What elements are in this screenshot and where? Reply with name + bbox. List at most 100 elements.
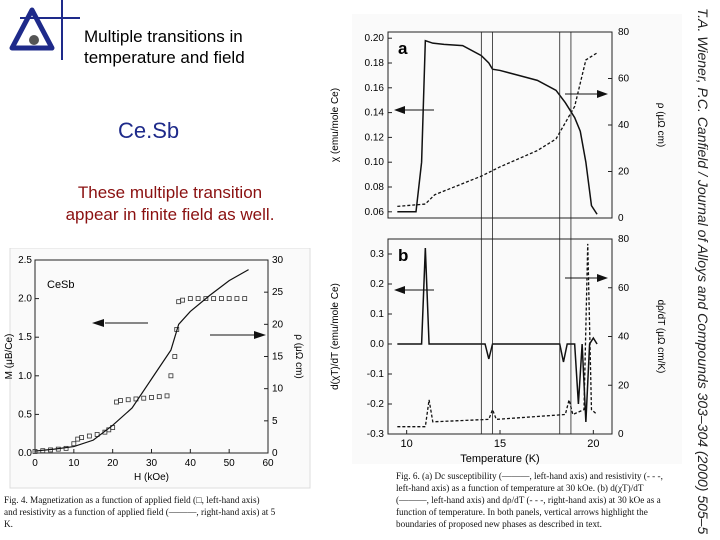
y-tick-label: 0.0	[18, 448, 32, 459]
y-tick-label: 2.5	[18, 255, 32, 266]
x-tick-label: 60	[262, 458, 274, 469]
x-tick-label: 40	[185, 458, 197, 469]
y-right-tick-label: 15	[272, 352, 284, 363]
figure-background	[9, 248, 311, 489]
journal-citation: T.A. Wiener, P.C. Canfield / Journal of …	[695, 8, 711, 534]
y-tick-label: 0.5	[18, 409, 32, 420]
y-tick-label: 1.0	[18, 371, 32, 382]
x-tick-label: 30	[146, 458, 158, 469]
resistivity-line	[34, 269, 249, 452]
magnetization-point	[164, 393, 170, 399]
magnetization-point	[242, 296, 248, 301]
y-tick-label: 0.16	[365, 83, 385, 94]
y-right-axis-label: ρ (μΩ cm)	[655, 103, 666, 147]
y-right-tick-label: 40	[618, 332, 630, 343]
x-tick-label: 20	[587, 438, 599, 450]
magnetization-point	[218, 296, 224, 301]
left-figure-caption: Fig. 4. Magnetization as a function of a…	[4, 495, 276, 529]
y-right-tick-label: 80	[618, 27, 630, 38]
left-arrow-head	[92, 319, 104, 327]
right-arrow-head-a	[597, 90, 608, 98]
y-tick-label: -0.2	[367, 399, 385, 410]
y-axis-label: d(χT)/dT (emu/mole Ce)	[330, 283, 341, 390]
y-tick-label: 0.1	[370, 309, 384, 320]
magnetization-point	[187, 296, 193, 301]
y-right-tick-label: 80	[618, 234, 630, 245]
slide-subtitle: Ce.Sb	[118, 118, 180, 143]
magnetization-point	[156, 394, 162, 400]
y-right-tick-label: 5	[272, 416, 278, 427]
magnetization-point	[180, 297, 185, 303]
magnetization-point	[172, 354, 178, 359]
magnetization-point	[168, 373, 174, 379]
y-tick-label: 2.0	[18, 294, 32, 305]
y-right-tick-label: 60	[618, 283, 630, 294]
y-tick-label: 0.20	[365, 33, 385, 44]
y-axis-label: M (μB/Ce)	[4, 334, 15, 380]
x-tick-label: 50	[224, 458, 236, 469]
magnetization-point	[79, 435, 84, 440]
x-tick-label: 10	[401, 438, 413, 450]
y-right-tick-label: 10	[272, 384, 284, 395]
slide-title: Multiple transitions in temperature and …	[84, 27, 245, 67]
dashed-series-line	[397, 52, 598, 208]
y-tick-label: 0.10	[365, 157, 385, 168]
susceptibility-chart: 0.060.080.100.120.140.160.180.2002040608…	[330, 14, 682, 465]
left-arrow-head-b	[394, 286, 405, 294]
solid-series-line	[397, 39, 598, 215]
solid-series-line	[397, 247, 598, 423]
y-tick-label: 0.06	[365, 207, 385, 218]
panel-label: a	[398, 39, 408, 58]
svg-text:T.A. Wiener, P.C. Canfield / J: T.A. Wiener, P.C. Canfield / Journal of …	[695, 8, 711, 534]
x-axis-label: Temperature (K)	[460, 453, 539, 465]
y-tick-label: 0.12	[365, 132, 385, 143]
magnetization-point	[86, 433, 92, 439]
magnetization-point	[125, 397, 131, 403]
left-arrow-head-a	[394, 106, 405, 114]
right-figure-caption: Fig. 6. (a) Dc susceptibility (———, left…	[396, 471, 663, 529]
magnetization-point	[141, 395, 147, 401]
y-tick-label: 1.5	[18, 332, 32, 343]
y-tick-label: 0.08	[365, 182, 385, 193]
y-tick-label: 0.2	[370, 279, 384, 290]
magnetization-point	[226, 296, 232, 301]
y-right-tick-label: 0	[618, 429, 624, 440]
y-tick-label: 0.3	[370, 249, 384, 260]
y-tick-label: -0.1	[367, 369, 385, 380]
y-right-tick-label: 20	[272, 319, 284, 330]
y-right-axis-label: ρ (μΩ cm)	[293, 334, 304, 378]
y-right-tick-label: 20	[618, 380, 630, 391]
x-tick-label: 10	[68, 458, 80, 469]
y-right-tick-label: 0	[618, 213, 624, 224]
sample-label: CeSb	[47, 279, 75, 291]
x-tick-label: 20	[107, 458, 119, 469]
y-right-tick-label: 20	[618, 167, 630, 178]
y-tick-label: 0.14	[365, 108, 385, 119]
magnetization-point	[71, 441, 77, 447]
y-right-tick-label: 30	[272, 255, 284, 266]
right-arrow-head	[254, 331, 266, 339]
x-tick-label: 0	[32, 458, 38, 469]
y-tick-label: 0.18	[365, 58, 385, 69]
magnetization-chart: 0 10 20 30 40 50 60 0.0 0.5 1.0 1.5 2.0 2.5 0 5 10 15 20 2…	[4, 248, 311, 489]
magnetization-point	[195, 296, 201, 301]
x-axis-label: H (kOe)	[134, 472, 169, 483]
right-arrow-head-b	[597, 274, 608, 282]
magnetization-point	[234, 296, 240, 301]
magnetization-point	[211, 296, 217, 301]
magnetization-point	[203, 296, 209, 301]
y-right-tick-label: 60	[618, 74, 630, 85]
y-right-tick-label: 40	[618, 120, 630, 131]
panel-label: b	[398, 246, 408, 265]
y-axis-label: χ (emu/mole Ce)	[330, 88, 341, 162]
magnetization-point	[149, 395, 154, 400]
logo-icon	[9, 0, 80, 60]
y-right-axis-label: dρ/dT (μΩ cm/K)	[655, 300, 666, 374]
y-right-tick-label: 0	[272, 448, 278, 459]
y-tick-label: 0.0	[370, 339, 384, 350]
slide-note: These multiple transition appear in fini…	[65, 183, 275, 224]
x-tick-label: 15	[494, 438, 506, 450]
y-right-tick-label: 25	[272, 287, 284, 298]
magnetization-point	[118, 398, 123, 403]
